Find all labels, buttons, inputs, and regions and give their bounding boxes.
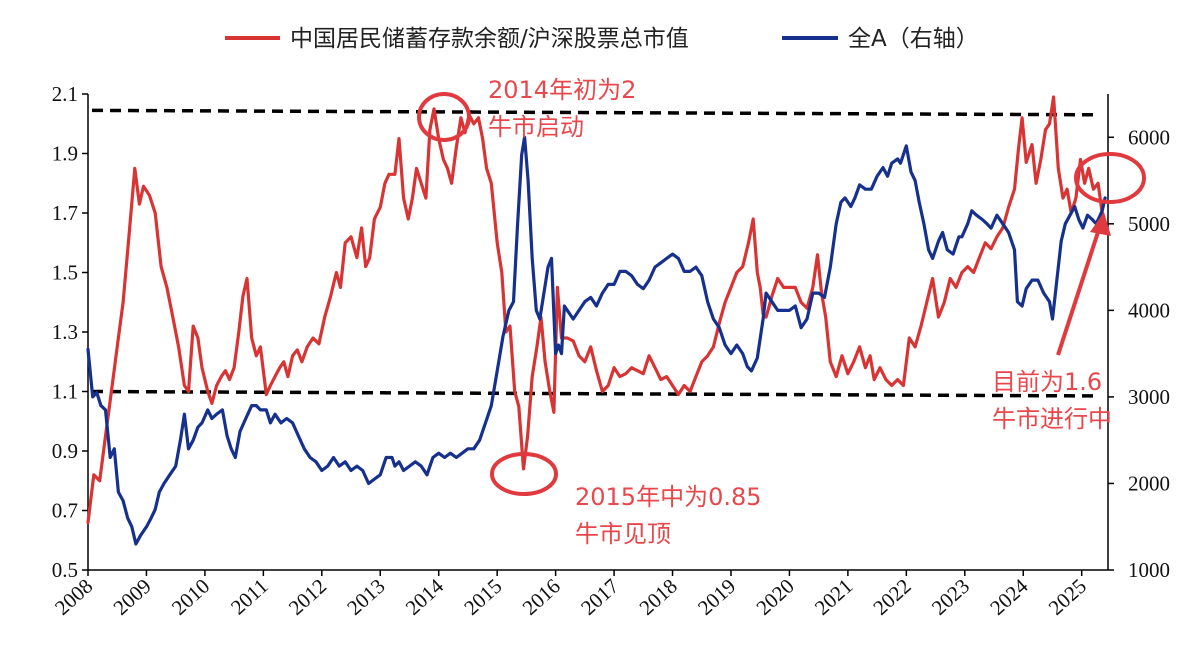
left-tick-label: 1.5: [52, 261, 78, 285]
annotations: 2014年初为2 牛市启动 2015年中为0.85 牛市见顶 目前为1.6 牛市…: [417, 76, 1146, 548]
left-tick-label: 1.3: [52, 320, 78, 344]
right-tick-label: 2000: [1128, 471, 1170, 495]
x-tick-label: 2023: [927, 574, 974, 620]
annotation-circle-current: [1074, 152, 1146, 204]
x-axis-ticks: 2008 2009 2010 2011 2012 2013 2014 2015 2016 2017…: [50, 570, 1091, 620]
annotation-2014-line2: 牛市启动: [488, 113, 584, 141]
series-group: [86, 95, 1107, 546]
x-tick-label: 2020: [752, 574, 799, 620]
x-tick-label: 2017: [576, 574, 623, 620]
right-tick-label: 5000: [1128, 212, 1170, 236]
x-tick-label: 2024: [985, 574, 1033, 620]
x-tick-label: 2012: [284, 574, 331, 620]
x-tick-label: 2015: [459, 574, 506, 620]
series-line-savings-ratio: [86, 95, 1104, 524]
annotation-current-line1: 目前为1.6: [992, 368, 1102, 396]
x-tick-label: 2009: [109, 574, 156, 620]
series-line-all-a: [86, 135, 1107, 546]
legend-label-savings-ratio: 中国居民储蓄存款余额/沪深股票总市值: [290, 26, 689, 52]
x-tick-label: 2022: [868, 574, 915, 620]
left-tick-label: 1.7: [52, 201, 78, 225]
right-tick-label: 3000: [1128, 385, 1170, 409]
annotation-2014-line1: 2014年初为2: [488, 76, 636, 104]
x-tick-label: 2025: [1044, 574, 1091, 620]
x-tick-label: 2019: [693, 574, 740, 620]
x-tick-label: 2010: [167, 574, 214, 620]
annotation-circle-2015: [490, 452, 558, 496]
right-tick-label: 1000: [1128, 558, 1170, 582]
x-tick-label: 2011: [226, 574, 273, 619]
left-tick-label: 0.7: [52, 499, 78, 523]
annotation-circle-2014: [417, 92, 471, 142]
annotation-arrow-head: [1090, 212, 1111, 236]
x-tick-label: 2014: [401, 574, 449, 620]
reference-line-1: [91, 108, 1101, 117]
right-tick-label: 6000: [1128, 125, 1170, 149]
left-tick-label: 0.5: [52, 558, 78, 582]
legend: 中国居民储蓄存款余额/沪深股票总市值 全A（右轴）: [225, 26, 979, 52]
left-tick-label: 1.1: [52, 380, 78, 404]
left-tick-label: 0.9: [52, 439, 78, 463]
annotation-2015-line2: 牛市见顶: [575, 520, 671, 548]
reference-lines: [91, 108, 1101, 398]
annotation-arrow-shaft: [1056, 225, 1102, 356]
left-tick-label: 2.1: [52, 82, 78, 106]
annotation-2015-line1: 2015年中为0.85: [575, 483, 762, 511]
legend-label-all-a: 全A（右轴）: [848, 26, 979, 52]
right-axis-ticks: 1000 2000 3000 4000 5000 6000: [1108, 125, 1170, 582]
left-axis-ticks: 0.5 0.7 0.9 1.1 1.3 1.5 1.7 1.9 2.1: [52, 82, 88, 582]
reference-line-2: [91, 389, 1101, 398]
x-tick-label: 2016: [518, 574, 565, 620]
axes: 0.5 0.7 0.9 1.1 1.3 1.5 1.7 1.9 2.1 1000 2000 3000…: [50, 82, 1170, 620]
left-tick-label: 1.9: [52, 142, 78, 166]
x-tick-label: 2018: [635, 574, 682, 620]
x-tick-label: 2013: [342, 574, 389, 620]
x-tick-label: 2021: [810, 574, 857, 620]
annotation-current-line2: 牛市进行中: [992, 405, 1112, 433]
right-tick-label: 4000: [1128, 298, 1170, 322]
